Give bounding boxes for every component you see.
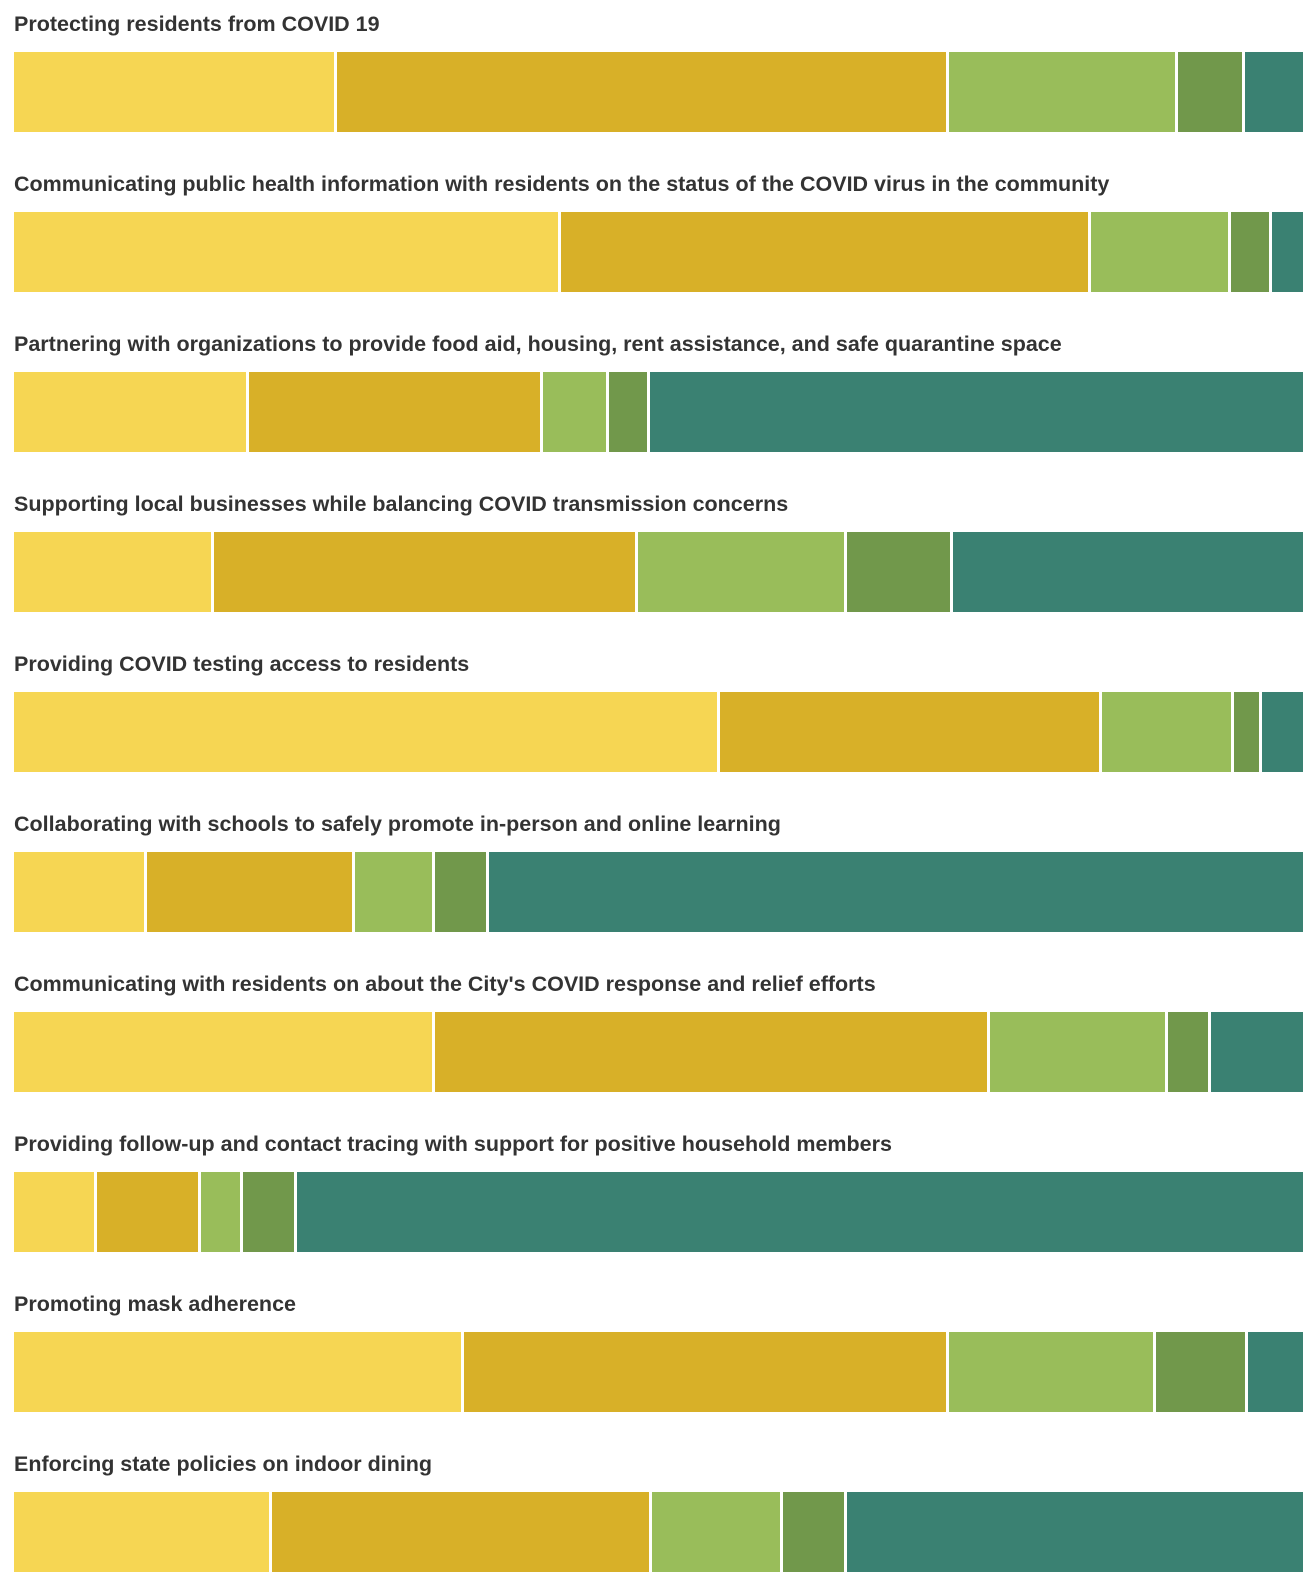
bar-segment: [946, 1332, 1153, 1412]
bar-segment: [987, 1012, 1165, 1092]
bar-segment: [294, 1172, 1303, 1252]
bar-segment: [94, 1172, 198, 1252]
bar-segment: [14, 372, 246, 452]
bar-segment: [1099, 692, 1231, 772]
bar-segment: [946, 52, 1175, 132]
stacked-bar: [14, 1492, 1303, 1572]
bar-segment: [1153, 1332, 1245, 1412]
bar-segment: [1165, 1012, 1208, 1092]
row-label: Enforcing state policies on indoor dinin…: [14, 1452, 433, 1476]
stacked-bar: [14, 212, 1303, 292]
bar-segment: [14, 1332, 461, 1412]
stacked-bar: [14, 372, 1303, 452]
bar-segment: [14, 692, 717, 772]
bar-segment: [647, 372, 1303, 452]
bar-segment: [211, 532, 635, 612]
row-label: Providing follow-up and contact tracing …: [14, 1132, 892, 1156]
stacked-bar: [14, 1012, 1303, 1092]
bar-segment: [240, 1172, 294, 1252]
bar-segment: [1175, 52, 1242, 132]
bar-segment: [269, 1492, 649, 1572]
bar-segment: [352, 852, 432, 932]
bar-segment: [198, 1172, 240, 1252]
bar-segment: [1228, 212, 1269, 292]
bar-segment: [14, 1012, 432, 1092]
bar-segment: [14, 1492, 269, 1572]
row-label: Communicating public health information …: [14, 172, 1110, 196]
bar-segment: [635, 532, 844, 612]
row-label: Collaborating with schools to safely pro…: [14, 812, 781, 836]
stacked-bar: [14, 1172, 1303, 1252]
bar-segment: [1245, 1332, 1303, 1412]
bar-segment: [486, 852, 1303, 932]
bar-segment: [1259, 692, 1303, 772]
bar-segment: [717, 692, 1099, 772]
row-label: Partnering with organizations to provide…: [14, 332, 1062, 356]
bar-segment: [144, 852, 352, 932]
bar-segment: [950, 532, 1303, 612]
stacked-bar: [14, 52, 1303, 132]
bar-segment: [780, 1492, 844, 1572]
bar-segment: [1242, 52, 1303, 132]
bar-segment: [1231, 692, 1259, 772]
row-label: Protecting residents from COVID 19: [14, 12, 380, 36]
bar-segment: [1088, 212, 1228, 292]
bar-segment: [1269, 212, 1303, 292]
row-label: Supporting local businesses while balanc…: [14, 492, 789, 516]
row-label: Promoting mask adherence: [14, 1292, 296, 1316]
row-label: Communicating with residents on about th…: [14, 972, 876, 996]
bar-segment: [14, 212, 558, 292]
bar-segment: [461, 1332, 946, 1412]
stacked-bar: [14, 852, 1303, 932]
bar-segment: [540, 372, 606, 452]
bar-segment: [246, 372, 540, 452]
bar-segment: [606, 372, 647, 452]
stacked-bar: [14, 692, 1303, 772]
stacked-bar: [14, 1332, 1303, 1412]
bar-segment: [432, 852, 486, 932]
stacked-bar: [14, 532, 1303, 612]
bar-segment: [432, 1012, 987, 1092]
bar-segment: [649, 1492, 780, 1572]
bar-segment: [844, 1492, 1303, 1572]
bar-segment: [14, 852, 144, 932]
row-label: Providing COVID testing access to reside…: [14, 652, 470, 676]
bar-segment: [14, 532, 211, 612]
bar-segment: [844, 532, 950, 612]
bar-segment: [14, 52, 334, 132]
bar-segment: [334, 52, 946, 132]
bar-segment: [1208, 1012, 1303, 1092]
bar-segment: [558, 212, 1088, 292]
bar-segment: [14, 1172, 94, 1252]
